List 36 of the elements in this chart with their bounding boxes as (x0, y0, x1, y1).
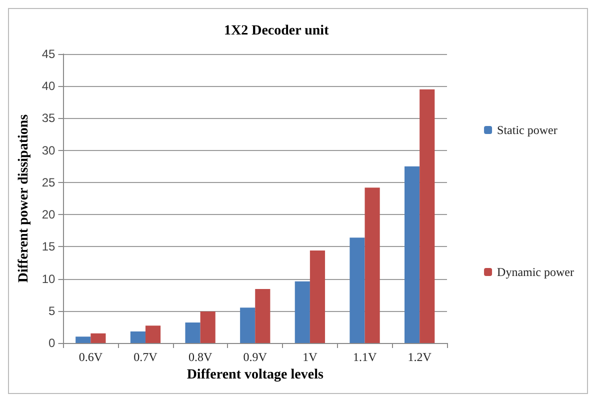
chart-title: 1X2 Decoder unit (224, 24, 330, 38)
x-tick-label: 1V (302, 350, 318, 364)
bar (76, 336, 91, 343)
bar (90, 333, 106, 343)
bar (294, 281, 310, 343)
y-tick-label: 15 (42, 240, 56, 254)
bar (404, 166, 420, 343)
x-tick-label: 1.1V (352, 350, 377, 364)
x-tick-label: 0.6V (78, 350, 103, 364)
y-tick-label: 40 (42, 79, 56, 94)
y-tick-label: 35 (42, 111, 56, 126)
x-tick-label: 1.2V (408, 350, 432, 364)
bar (185, 322, 200, 343)
legend-label: Dynamic power (497, 265, 574, 279)
bar (310, 250, 326, 343)
x-axis-title: Different voltage levels (186, 367, 324, 382)
y-tick-label: 10 (42, 272, 56, 286)
bar (145, 326, 161, 343)
y-tick-label: 30 (42, 143, 56, 158)
x-tick-label: 0.9V (243, 350, 268, 364)
x-tick-label: 0.7V (134, 350, 158, 364)
bar (420, 89, 435, 343)
bar (130, 331, 146, 343)
bar (255, 289, 270, 343)
legend-label: Static power (497, 123, 558, 137)
y-tick-label: 25 (42, 175, 56, 190)
bar (350, 238, 365, 343)
x-tick-label: 0.8V (188, 350, 212, 364)
y-axis-title: Different power dissipations (16, 114, 32, 283)
bar (200, 312, 216, 343)
bar (364, 188, 380, 343)
y-tick-label: 45 (42, 47, 56, 61)
y-tick-label: 5 (48, 304, 56, 318)
bar (240, 308, 256, 343)
y-tick-label: 0 (48, 336, 56, 350)
y-tick-label: 20 (42, 208, 56, 222)
